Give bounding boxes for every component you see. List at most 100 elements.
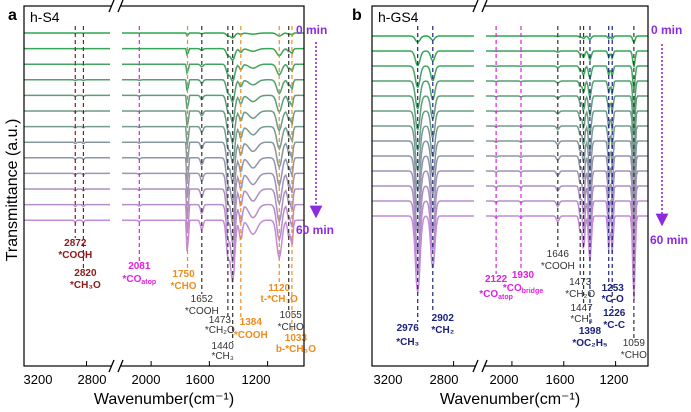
panel-a-ticks: 3200 2800 2000 1600 1200 <box>23 361 270 387</box>
band-label-1384-species: *COOH <box>234 330 268 341</box>
band-label-1033-species: b-*CH₃O <box>276 344 316 355</box>
band-label-2820-value: 2820 <box>74 268 97 279</box>
band-label-2122-value: 2122 <box>485 274 508 285</box>
spectrum-trace-4-seg2 <box>486 80 648 112</box>
axis-break-slash <box>472 0 479 13</box>
panel-a-traces <box>24 32 304 283</box>
axis-break-slash <box>108 0 115 13</box>
band-label-1930-species: *CObridge <box>503 283 543 295</box>
band-label-1750-species: *CHO <box>170 281 196 292</box>
band-label-1120-value: 1120 <box>268 283 290 294</box>
band-label-2902-species: *CH₂ <box>431 325 454 336</box>
axis-break-slash <box>481 359 488 373</box>
band-label-1253-species: *C-O <box>602 294 624 305</box>
panel-a-axis-break <box>108 0 124 373</box>
spectrum-trace-11-seg1 <box>372 185 474 255</box>
band-label-1384-value: 1384 <box>240 317 263 328</box>
band-label-1120-species: t-*CH₃O <box>261 294 299 305</box>
spectrum-trace-3-seg1 <box>372 65 474 89</box>
spectrum-trace-2-seg2 <box>122 47 304 62</box>
spectrum-trace-12-seg1 <box>24 203 110 208</box>
panel-a-label: a <box>8 7 17 24</box>
panel-b-label: b <box>352 7 362 24</box>
spectrum-trace-8-seg2 <box>486 139 648 197</box>
x-tick-label-3200: 3200 <box>374 372 403 387</box>
spectrum-trace-11-seg2 <box>486 185 648 259</box>
spectrum-trace-4-seg2 <box>122 79 304 105</box>
band-label-2902-value: 2902 <box>432 313 455 324</box>
band-label-1440-value: 1440 <box>212 341 235 352</box>
band-label-1652-species: *COOH <box>185 306 219 317</box>
x-tick-label-1600: 1600 <box>546 372 575 387</box>
spectrum-trace-3-seg1 <box>24 63 110 66</box>
x-tick-label-2000: 2000 <box>132 372 161 387</box>
panel-b-axis-break <box>472 0 488 373</box>
spectrum-trace-13-seg1 <box>372 215 474 295</box>
band-label-1652-value: 1652 <box>191 294 214 305</box>
panel-a-time-end: 60 min <box>296 223 334 237</box>
band-label-1473-value: 1473 <box>209 315 232 326</box>
spectrum-trace-3-seg2 <box>486 65 648 90</box>
spectrum-trace-5-seg2 <box>486 95 648 134</box>
spectrum-trace-4-seg1 <box>24 79 110 82</box>
spectrum-trace-8-seg1 <box>24 141 110 145</box>
spectrum-trace-1-seg1 <box>372 35 474 43</box>
band-label-1033-value: 1033 <box>285 333 308 344</box>
spectrum-trace-6-seg2 <box>122 110 304 147</box>
spectrum-trace-10-seg1 <box>24 172 110 176</box>
spectrum-trace-12-seg2 <box>122 203 304 264</box>
panel-b-frame <box>371 5 649 367</box>
x-tick-label-2000: 2000 <box>490 372 519 387</box>
spectrum-trace-11-seg1 <box>24 188 110 192</box>
spectrum-trace-8-seg1 <box>372 140 474 194</box>
spectrum-trace-9-seg1 <box>24 157 110 160</box>
band-label-1930-value: 1930 <box>512 270 535 281</box>
spectrum-trace-3-seg2 <box>122 63 304 84</box>
spectrum-trace-7-seg1 <box>372 125 474 173</box>
spectrum-trace-10-seg2 <box>122 172 304 224</box>
band-label-1059-value: 1059 <box>623 338 646 349</box>
panel-b-ticks: 3200 2800 2000 1600 1200 <box>371 361 629 387</box>
spectrum-trace-10-seg2 <box>486 170 648 239</box>
x-tick-label-1200: 1200 <box>600 372 629 387</box>
spectrum-trace-1-seg2 <box>122 32 304 39</box>
axis-break-gap <box>111 0 121 12</box>
spectrum-trace-9-seg2 <box>122 157 304 204</box>
spectrum-trace-13-seg2 <box>486 215 648 301</box>
band-label-1447-species: *CH₃ <box>570 314 592 325</box>
spectrum-trace-6-seg1 <box>372 110 474 152</box>
spectrum-trace-13-seg1 <box>24 219 110 224</box>
band-label-1253-value: 1253 <box>602 283 625 294</box>
band-label-2976-value: 2976 <box>397 323 420 334</box>
band-label-1473-species: *CH₂O <box>205 325 235 336</box>
band-label-1226-species: *C-C <box>603 320 625 331</box>
band-label-2081-value: 2081 <box>128 261 151 272</box>
band-label-2122-species: *COatop <box>479 289 513 301</box>
spectrum-trace-7-seg1 <box>24 125 110 129</box>
panel-b-xlabel: Wavenumber(cm⁻¹) <box>440 391 580 408</box>
spectrum-trace-7-seg2 <box>486 124 648 176</box>
x-tick-label-1600: 1600 <box>186 372 215 387</box>
band-label-2872-species: *COOH <box>58 250 92 261</box>
panel-a-xlabel: Wavenumber(cm⁻¹) <box>94 391 234 408</box>
axis-break-gap <box>475 360 485 372</box>
panel-a: 2872*COOH2820*CH₃O2081*COatop1750*CHO165… <box>4 0 334 408</box>
axis-break-slash <box>472 359 479 373</box>
band-label-1226-value: 1226 <box>603 308 626 319</box>
spectrum-trace-7-seg2 <box>122 125 304 164</box>
spectrum-trace-5-seg1 <box>372 95 474 131</box>
x-tick-label-2800: 2800 <box>78 372 107 387</box>
spectrum-trace-13-seg2 <box>122 219 304 283</box>
x-tick-label-3200: 3200 <box>24 372 53 387</box>
band-label-1055-species: *CHO <box>278 322 304 333</box>
band-label-1646-value: 1646 <box>547 249 570 260</box>
band-label-1059-species: *CHO <box>621 350 647 361</box>
spectrum-trace-4-seg1 <box>372 80 474 110</box>
band-label-1398-value: 1398 <box>579 326 602 337</box>
spectrum-trace-5-seg2 <box>122 94 304 126</box>
spectrum-trace-9-seg2 <box>486 155 648 218</box>
spectrum-trace-11-seg2 <box>122 188 304 244</box>
band-label-1473-species: *CH₂O <box>565 289 595 300</box>
axis-break-slash <box>117 0 124 13</box>
